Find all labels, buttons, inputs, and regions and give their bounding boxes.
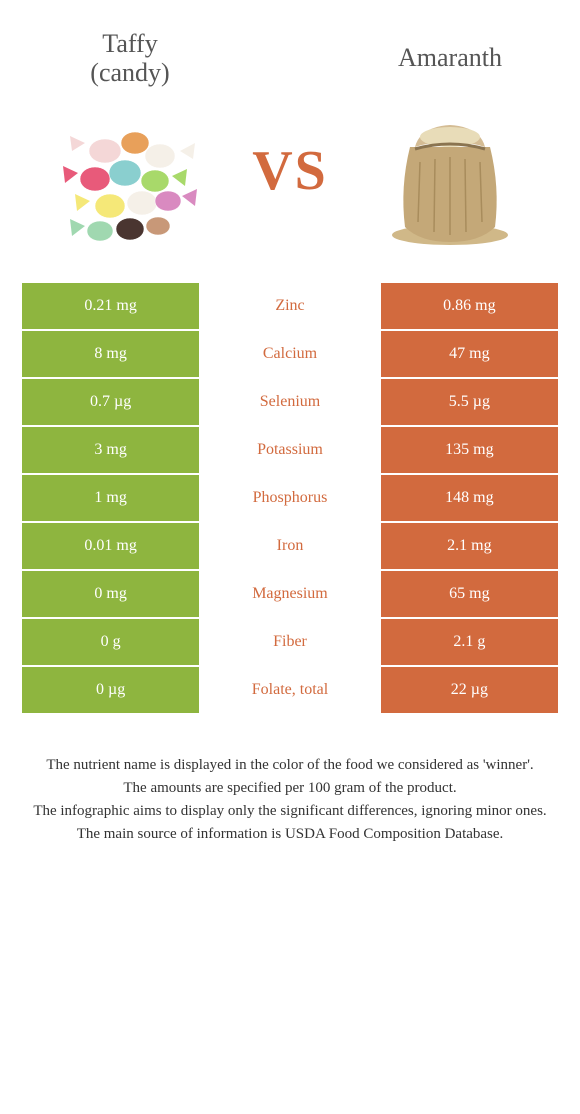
sack-icon	[370, 87, 530, 247]
footnote-line: The main source of information is USDA F…	[20, 824, 560, 845]
left-value-cell: 0.7 µg	[21, 378, 200, 426]
infographic: Taffy (candy)	[0, 0, 580, 877]
right-food-column: Amaranth	[350, 44, 550, 247]
left-value-cell: 0.01 mg	[21, 522, 200, 570]
nutrient-name-cell: Zinc	[200, 282, 380, 330]
right-value-cell: 0.86 mg	[380, 282, 559, 330]
right-value-cell: 65 mg	[380, 570, 559, 618]
nutrient-name-cell: Potassium	[200, 426, 380, 474]
right-value-cell: 135 mg	[380, 426, 559, 474]
footnotes: The nutrient name is displayed in the co…	[0, 715, 580, 877]
header: Taffy (candy)	[0, 0, 580, 271]
table-row: 0.7 µgSelenium5.5 µg	[21, 378, 559, 426]
table-row: 0 gFiber2.1 g	[21, 618, 559, 666]
left-value-cell: 0.21 mg	[21, 282, 200, 330]
nutrient-name-cell: Magnesium	[200, 570, 380, 618]
table-row: 0 µgFolate, total22 µg	[21, 666, 559, 714]
vs-label: VS	[252, 139, 328, 203]
right-value-cell: 2.1 mg	[380, 522, 559, 570]
footnote-line: The nutrient name is displayed in the co…	[20, 755, 560, 776]
left-food-title-line2: (candy)	[90, 58, 169, 87]
left-value-cell: 3 mg	[21, 426, 200, 474]
right-value-cell: 5.5 µg	[380, 378, 559, 426]
amaranth-image	[370, 87, 530, 247]
left-food-title-line1: Taffy	[102, 29, 157, 58]
table-row: 1 mgPhosphorus148 mg	[21, 474, 559, 522]
left-value-cell: 0 µg	[21, 666, 200, 714]
table-row: 0.01 mgIron2.1 mg	[21, 522, 559, 570]
right-value-cell: 2.1 g	[380, 618, 559, 666]
footnote-line: The infographic aims to display only the…	[20, 801, 560, 822]
nutrient-name-cell: Calcium	[200, 330, 380, 378]
left-value-cell: 0 mg	[21, 570, 200, 618]
nutrient-name-cell: Selenium	[200, 378, 380, 426]
nutrient-name-cell: Iron	[200, 522, 380, 570]
left-value-cell: 8 mg	[21, 330, 200, 378]
table-row: 8 mgCalcium47 mg	[21, 330, 559, 378]
nutrient-name-cell: Fiber	[200, 618, 380, 666]
nutrient-name-cell: Folate, total	[200, 666, 380, 714]
nutrient-name-cell: Phosphorus	[200, 474, 380, 522]
left-value-cell: 1 mg	[21, 474, 200, 522]
table-row: 3 mgPotassium135 mg	[21, 426, 559, 474]
left-food-title: Taffy (candy)	[90, 30, 169, 87]
taffy-icon	[50, 101, 210, 261]
table-row: 0.21 mgZinc0.86 mg	[21, 282, 559, 330]
right-value-cell: 148 mg	[380, 474, 559, 522]
right-food-title: Amaranth	[398, 44, 502, 73]
left-value-cell: 0 g	[21, 618, 200, 666]
table-row: 0 mgMagnesium65 mg	[21, 570, 559, 618]
right-value-cell: 47 mg	[380, 330, 559, 378]
left-food-column: Taffy (candy)	[30, 30, 230, 261]
taffy-image	[50, 101, 210, 261]
nutrient-table: 0.21 mgZinc0.86 mg8 mgCalcium47 mg0.7 µg…	[20, 281, 560, 715]
footnote-line: The amounts are specified per 100 gram o…	[20, 778, 560, 799]
right-value-cell: 22 µg	[380, 666, 559, 714]
